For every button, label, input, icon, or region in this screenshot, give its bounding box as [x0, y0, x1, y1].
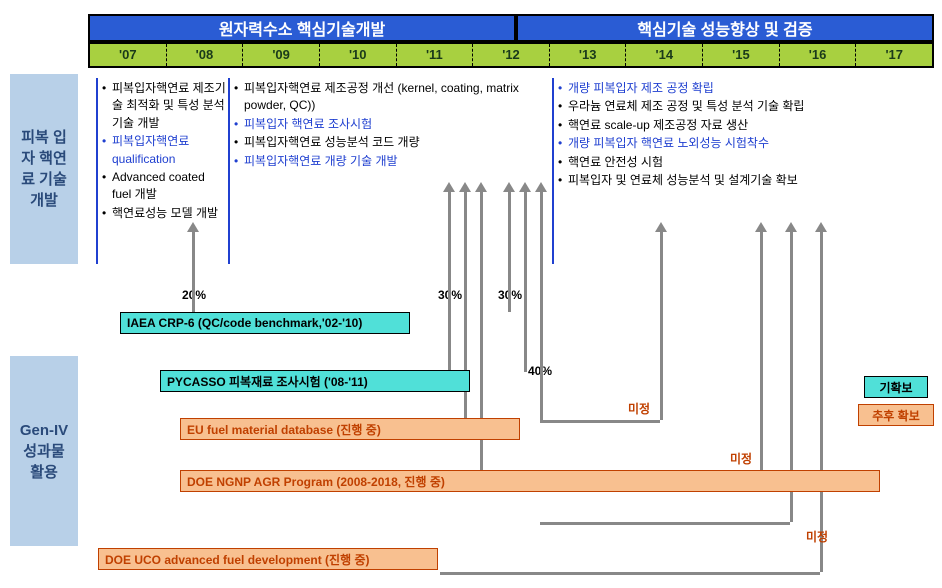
pending-1: 미정 [628, 400, 650, 417]
phase-header-1-label: 원자력수소 핵심기술개발 [219, 16, 385, 40]
conn-h1 [540, 420, 660, 423]
list-item: •개량 피복입자 핵연료 노외성능 시험착수 [558, 135, 848, 152]
list-item-text: 핵연료 안전성 시험 [568, 154, 663, 171]
bullet-icon: • [102, 205, 112, 222]
list-item: •피복입자핵연료 qualification [102, 133, 226, 168]
bar-iaea-label: IAEA CRP-6 (QC/code benchmark,'02-'10) [127, 316, 362, 330]
conn-h3 [540, 522, 790, 525]
list-item: •핵연료성능 모델 개발 [102, 205, 226, 222]
list-item-text: 우라늄 연료체 제조 공정 및 특성 분석 기술 확립 [568, 98, 804, 115]
list-item: •Advanced coated fuel 개발 [102, 169, 226, 204]
legend-secured: 기확보 [864, 376, 928, 398]
legend-secured-label: 기확보 [879, 379, 912, 396]
year-11: '11 [397, 44, 474, 66]
list-item: •피복입자핵연료 제조공정 개선 (kernel, coating, matri… [234, 80, 534, 115]
bar-pycasso-label: PYCASSO 피복재료 조사시험 ('08-'11) [167, 373, 368, 390]
year-09: '09 [243, 44, 320, 66]
side-label-bottom-text: Gen-IV 성과물 활용 [16, 420, 72, 483]
list-item-text: 피복입자핵연료 qualification [112, 133, 226, 168]
bullet-icon: • [558, 117, 568, 134]
list-item-text: 핵연료 scale-up 제조공정 자료 생산 [568, 117, 748, 134]
bullet-icon: • [102, 80, 112, 132]
list-item: •우라늄 연료체 제조 공정 및 특성 분석 기술 확립 [558, 98, 848, 115]
arrow-8 [820, 232, 823, 572]
bullet-icon: • [558, 154, 568, 171]
col1-list: •피복입자핵연료 제조기술 최적화 및 특성 분석기술 개발•피복입자핵연료 q… [102, 80, 226, 223]
bar-doe-uco-label: DOE UCO advanced fuel development (진행 중) [105, 551, 370, 568]
year-08: '08 [167, 44, 244, 66]
list-item-text: 개량 피복입자 제조 공정 확립 [568, 80, 714, 97]
side-label-top-text: 피복 입자 핵연료 기술 개발 [16, 127, 72, 211]
bullet-icon: • [234, 134, 244, 151]
bullet-icon: • [558, 80, 568, 97]
bullet-icon: • [558, 98, 568, 115]
arrow-4 [540, 192, 543, 420]
bar-eu: EU fuel material database (진행 중) [180, 418, 520, 440]
list-item: •피복입자핵연료 개량 기술 개발 [234, 153, 534, 170]
bullet-icon: • [234, 80, 244, 115]
arrow-2c [524, 192, 527, 372]
list-item: •피복입자 핵연료 조사시험 [234, 116, 534, 133]
phase-header-2: 핵심기술 성능향상 및 검증 [516, 14, 934, 42]
list-item: •피복입자핵연료 성능분석 코드 개량 [234, 134, 534, 151]
phase-header-2-label: 핵심기술 성능향상 및 검증 [637, 16, 812, 40]
arrow-2 [448, 192, 451, 372]
sep-line-2 [228, 78, 230, 264]
bar-iaea: IAEA CRP-6 (QC/code benchmark,'02-'10) [120, 312, 410, 334]
year-15: '15 [703, 44, 780, 66]
year-13: '13 [550, 44, 627, 66]
bullet-icon: • [102, 169, 112, 204]
bar-doe-ngnp: DOE NGNP AGR Program (2008-2018, 진행 중) [180, 470, 880, 492]
legend-future: 추후 확보 [858, 404, 934, 426]
arrow-5 [660, 232, 663, 420]
pending-2: 미정 [730, 450, 752, 467]
list-item-text: 피복입자핵연료 제조기술 최적화 및 특성 분석기술 개발 [112, 80, 226, 132]
sep-line-3 [552, 78, 554, 264]
list-item: •개량 피복입자 제조 공정 확립 [558, 80, 848, 97]
bullet-icon: • [234, 116, 244, 133]
bar-doe-uco: DOE UCO advanced fuel development (진행 중) [98, 548, 438, 570]
list-item: •핵연료 scale-up 제조공정 자료 생산 [558, 117, 848, 134]
list-item-text: Advanced coated fuel 개발 [112, 169, 226, 204]
list-item-text: 피복입자핵연료 제조공정 개선 (kernel, coating, matrix… [244, 80, 534, 115]
bar-doe-ngnp-label: DOE NGNP AGR Program (2008-2018, 진행 중) [187, 473, 445, 490]
bullet-icon: • [234, 153, 244, 170]
arrow-1 [192, 232, 195, 312]
list-item-text: 피복입자 및 연료체 성능분석 및 설계기술 확보 [568, 172, 798, 189]
legend-future-label: 추후 확보 [872, 407, 920, 424]
col2-list: •피복입자핵연료 제조공정 개선 (kernel, coating, matri… [234, 80, 534, 171]
bullet-icon: • [102, 133, 112, 168]
bullet-icon: • [558, 172, 568, 189]
year-07: '07 [90, 44, 167, 66]
list-item-text: 피복입자 핵연료 조사시험 [244, 116, 372, 133]
list-item: •피복입자 및 연료체 성능분석 및 설계기술 확보 [558, 172, 848, 189]
conn-h4 [440, 572, 820, 575]
side-label-top: 피복 입자 핵연료 기술 개발 [10, 74, 78, 264]
list-item-text: 피복입자핵연료 성능분석 코드 개량 [244, 134, 420, 151]
year-17: '17 [856, 44, 932, 66]
list-item: •핵연료 안전성 시험 [558, 154, 848, 171]
year-strip: '07 '08 '09 '10 '11 '12 '13 '14 '15 '16 … [88, 42, 934, 68]
bullet-icon: • [558, 135, 568, 152]
bar-pycasso: PYCASSO 피복재료 조사시험 ('08-'11) [160, 370, 470, 392]
arrow-2b [508, 192, 511, 312]
list-item-text: 개량 피복입자 핵연료 노외성능 시험착수 [568, 135, 769, 152]
bar-eu-label: EU fuel material database (진행 중) [187, 421, 381, 438]
year-10: '10 [320, 44, 397, 66]
side-label-bottom: Gen-IV 성과물 활용 [10, 356, 78, 546]
sep-line-1 [96, 78, 98, 264]
year-16: '16 [780, 44, 857, 66]
list-item-text: 핵연료성능 모델 개발 [112, 205, 218, 222]
year-14: '14 [626, 44, 703, 66]
list-item: •피복입자핵연료 제조기술 최적화 및 특성 분석기술 개발 [102, 80, 226, 132]
list-item-text: 피복입자핵연료 개량 기술 개발 [244, 153, 398, 170]
pending-3: 미정 [806, 528, 828, 545]
arrow-6 [760, 232, 763, 470]
col3-list: •개량 피복입자 제조 공정 확립•우라늄 연료체 제조 공정 및 특성 분석 … [558, 80, 848, 190]
phase-header-1: 원자력수소 핵심기술개발 [88, 14, 516, 42]
year-12: '12 [473, 44, 550, 66]
